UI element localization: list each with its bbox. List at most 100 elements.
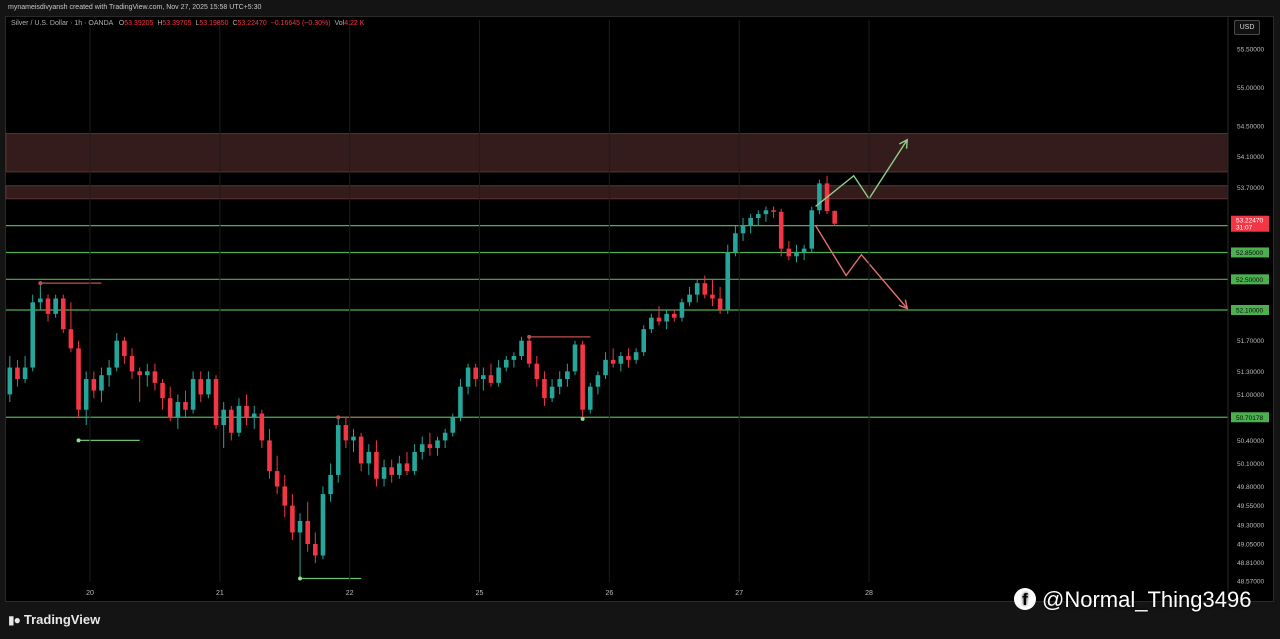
tradingview-brand: TradingView [23, 612, 101, 627]
candle-body [649, 317, 654, 330]
candle-body [778, 211, 784, 249]
candle [427, 432, 433, 456]
time-tick-label: 22 [346, 590, 354, 597]
candle-body [481, 375, 486, 380]
candle-body [641, 329, 647, 353]
swing-high-dot [336, 415, 341, 420]
candle-body [702, 283, 708, 295]
candle-body [22, 367, 28, 380]
candle-body [786, 248, 792, 257]
candle-body [603, 359, 608, 376]
candle-body [427, 444, 433, 449]
candle [328, 463, 333, 502]
candle-body [664, 313, 669, 322]
candle-body [572, 344, 578, 372]
candle-body [756, 214, 761, 218]
candle [137, 367, 142, 403]
candle [519, 336, 524, 360]
candle [503, 356, 509, 372]
candle-body [122, 340, 127, 357]
swing-low-dot [580, 416, 585, 421]
candle [756, 210, 761, 226]
swing-low-dot [298, 576, 303, 581]
low-label: L [195, 20, 200, 27]
candle-body [99, 375, 104, 391]
candle-body [76, 348, 81, 410]
candle [649, 313, 654, 334]
candle [702, 275, 708, 299]
candle-body [366, 451, 372, 464]
level-label-bg [1231, 247, 1269, 258]
swing-low-dot [76, 438, 81, 443]
candle-body [7, 367, 13, 395]
candle [229, 405, 234, 441]
candle [244, 394, 249, 426]
candle-body [167, 398, 173, 418]
candle [366, 444, 372, 475]
swing-high-dot [527, 334, 532, 339]
candle-body [221, 409, 226, 426]
candle-body [771, 210, 776, 212]
candle-body [717, 298, 723, 310]
candle-body [450, 417, 456, 433]
candle-body [60, 298, 66, 330]
candle [733, 225, 738, 257]
price-tick-label: 50.40000 [1237, 438, 1264, 445]
low-value: 53.19850 [199, 20, 229, 27]
price-tick-label: 50.10000 [1237, 461, 1264, 468]
candle-body [145, 371, 150, 376]
candle [511, 352, 517, 368]
candle-body [129, 356, 135, 372]
candle [809, 206, 815, 253]
candle [343, 417, 349, 449]
candle [175, 394, 181, 429]
chart-pane[interactable] [5, 16, 1274, 602]
candle-body [435, 440, 440, 449]
currency-button[interactable]: USD [1234, 20, 1260, 35]
candle-body [458, 386, 463, 418]
candle [374, 440, 379, 487]
candle [267, 428, 272, 479]
candle-body [557, 379, 563, 387]
candle-body [328, 474, 333, 495]
close-label: C [232, 20, 238, 27]
projection-down-arrowhead [898, 299, 909, 310]
candle [442, 428, 448, 449]
candle [526, 336, 532, 368]
top-bar: mynameisdivyansh created with TradingVie… [0, 0, 1280, 16]
candle [465, 363, 471, 395]
tradingview-logo[interactable]: ▮● TradingView [8, 610, 100, 630]
candle-body [763, 210, 769, 215]
candle-body [183, 402, 188, 410]
candle [458, 379, 463, 422]
candle-body [244, 405, 249, 418]
candle [76, 340, 81, 418]
level-label: 52.50000 [1236, 277, 1263, 284]
symbol-legend[interactable]: Silver / U.S. Dollar · 1h · OANDA O53.39… [11, 20, 364, 27]
candles [7, 175, 837, 579]
price-axis[interactable]: 55.50000 55.00000 54.50000 54.10000 53.70000… [1227, 17, 1264, 601]
candle [557, 371, 563, 395]
candle-body [618, 356, 624, 364]
facebook-icon: f [1014, 588, 1036, 611]
candle-body [488, 375, 494, 383]
candle [641, 325, 647, 357]
candle [656, 306, 662, 326]
level-label-bg [1231, 305, 1269, 315]
candle [817, 179, 822, 215]
watermark: f @Normal_Thing3496 [1014, 586, 1251, 614]
candle [618, 352, 624, 372]
symbol-name: Silver / U.S. Dollar · 1h · OANDA [11, 20, 113, 27]
candle [53, 294, 58, 318]
volume-label: Vol [334, 20, 345, 27]
candle-body [137, 371, 142, 376]
candle-body [817, 183, 822, 211]
candle-body [519, 340, 524, 357]
candle-body [45, 298, 51, 314]
candle-body [297, 520, 303, 533]
price-tick-label: 49.55000 [1237, 503, 1264, 510]
time-axis[interactable]: 20 21 22 25 26 27 28 [86, 20, 873, 597]
footer-bar [0, 602, 1280, 639]
candle-body [694, 283, 700, 295]
